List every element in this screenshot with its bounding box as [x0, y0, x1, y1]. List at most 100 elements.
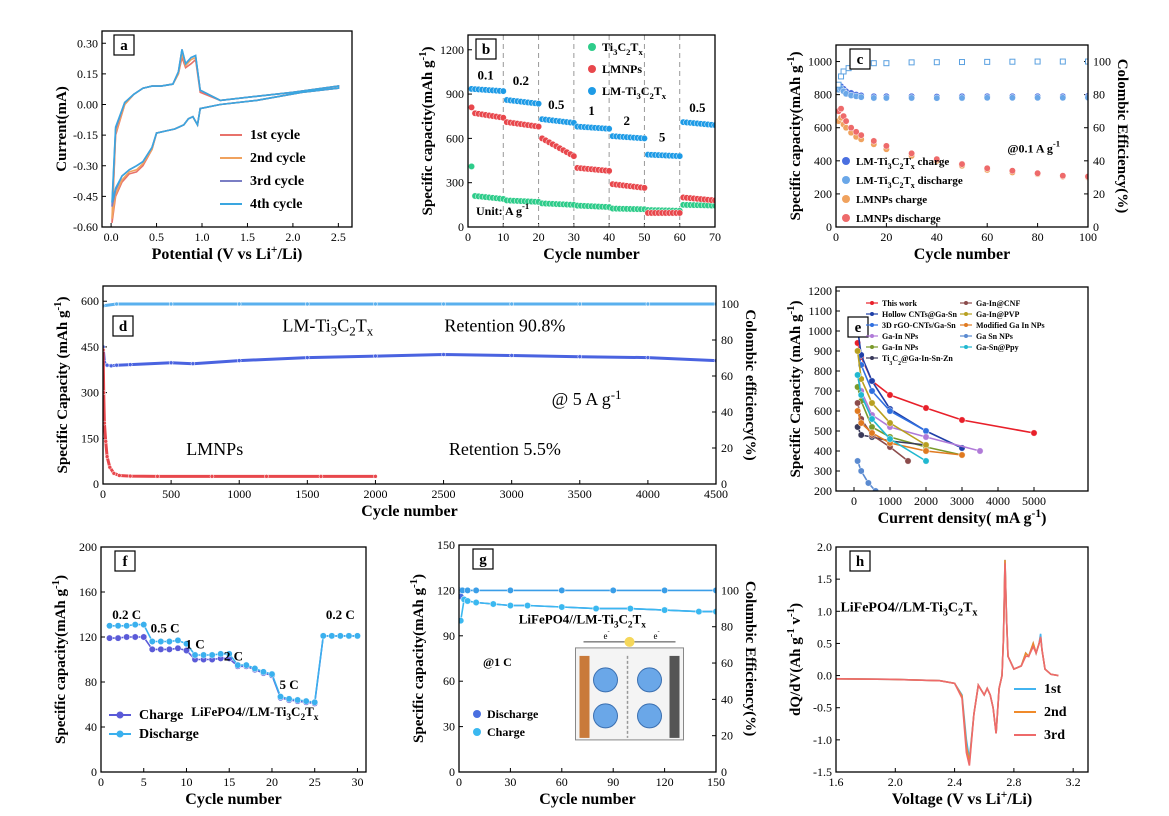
panel-a: 0.0 0.5 1.0 1.5 2.0 2.5 -0.60 -0.45 -0.30 -0.15 0.… — [54, 30, 353, 263]
x-tick-label: 2000 — [363, 487, 387, 501]
x-tick-label: 3500 — [568, 487, 592, 501]
data-point — [114, 622, 122, 630]
x-tick-label: 4000 — [636, 487, 660, 501]
x-tick-label: 10 — [497, 230, 509, 244]
rate-label: 0.2 C — [326, 607, 355, 622]
data-point — [1008, 167, 1016, 175]
data-point — [319, 632, 327, 640]
panel-c: 0 20 40 60 80 1000200400600800100002040608010… — [785, 44, 1130, 263]
rate-label: 0.5 — [548, 97, 565, 112]
y2-tick-label: 20 — [1093, 187, 1105, 201]
series-ti3c2tx — [468, 162, 715, 215]
plot-area — [836, 559, 1059, 766]
data-point — [645, 301, 651, 307]
y-tick-label: -1.5 — [813, 765, 832, 779]
series-line — [103, 302, 716, 308]
data-point — [373, 301, 378, 307]
data-point — [464, 597, 472, 605]
data-point — [506, 602, 514, 609]
data-point — [111, 471, 117, 476]
panel-label: c — [857, 52, 864, 68]
plot-area — [468, 35, 715, 227]
legend-label: 3rd — [1044, 728, 1065, 743]
legend-label: 2nd — [1044, 705, 1067, 720]
data-point — [933, 94, 941, 102]
data-point — [259, 668, 267, 676]
x-axis-title: Cycle number — [185, 791, 281, 808]
y-tick-label: 90 — [443, 629, 455, 643]
x-tick-label: 1000 — [227, 487, 251, 501]
data-point — [908, 59, 915, 66]
plot-area — [854, 325, 1038, 491]
data-point — [524, 602, 531, 609]
series-lmnps — [468, 103, 715, 217]
lightbulb-icon — [624, 636, 635, 647]
y-tick-label: 300 — [814, 464, 832, 478]
x-axis-title: Cycle number — [361, 503, 457, 520]
x-tick-label: 50 — [638, 230, 650, 244]
data-point — [165, 638, 173, 645]
data-point — [168, 360, 174, 366]
data-point — [277, 693, 284, 701]
cell-note: LiFePO4//LM-Ti3C2Tx​ — [519, 612, 647, 631]
y-tick-label: 150 — [437, 538, 455, 552]
data-point — [882, 142, 890, 150]
plot-frame — [835, 546, 1089, 773]
y2-tick-label: 0 — [721, 477, 727, 491]
y-tick-label: -0.45 — [73, 189, 98, 203]
x-tick-label: 0.5 — [149, 230, 164, 244]
y-tick-label: 150 — [81, 431, 99, 445]
x-tick-label: 3000 — [950, 494, 974, 508]
data-point — [886, 419, 894, 427]
x-axis-title: Potential (V vs Li+/Li) — [152, 244, 303, 263]
data-point — [208, 651, 216, 659]
series-2nd — [836, 559, 1059, 763]
y2-tick-label: 60 — [721, 369, 733, 383]
data-point — [857, 93, 865, 101]
y2-axis-title: Colombic Efficiency(%) — [1114, 59, 1130, 214]
data-point — [472, 586, 480, 594]
data-point — [1085, 58, 1088, 65]
data-point — [168, 301, 174, 307]
data-point — [570, 152, 578, 160]
legend-label: LMNPs — [602, 62, 642, 76]
y-tick-label: 600 — [81, 294, 99, 308]
x-tick-label: 0 — [833, 230, 839, 244]
y-axis-title: dQ/dV(Ah g-1 v-1) — [785, 603, 804, 716]
data-point — [933, 59, 940, 66]
y-tick-label: 1.5 — [817, 572, 832, 586]
data-point — [373, 353, 378, 359]
data-point — [114, 301, 119, 307]
y-tick-label: 30 — [443, 720, 455, 734]
legend-label: Hollow CNTs@Ga-Sn — [882, 310, 957, 319]
x-tick-label: 20 — [266, 775, 278, 789]
data-point — [294, 696, 302, 704]
panel-g: 0 30 60 90 120 1500306090120150020406080100Cy… — [408, 538, 758, 808]
y-tick-label: 120 — [437, 583, 455, 597]
data-point — [468, 103, 475, 111]
y-tick-label: 800 — [814, 364, 832, 378]
legend-marker — [588, 87, 596, 95]
data-point — [854, 407, 862, 415]
y-tick-label: -1.0 — [813, 733, 832, 747]
series-line — [111, 49, 340, 203]
x-tick-label: 3.2 — [1066, 775, 1081, 789]
legend-label: 3D rGO-CNTs/Ga-Sn — [882, 321, 956, 330]
data-point — [840, 68, 847, 75]
data-point — [870, 94, 878, 102]
data-point — [1008, 94, 1016, 102]
series-2nd-cycle — [111, 53, 340, 219]
y-tick-label: 450 — [81, 340, 99, 354]
legend-label: Ga-In@PVP — [976, 310, 1020, 319]
plot-area — [459, 586, 716, 625]
legend-marker — [842, 157, 850, 165]
data-point — [305, 301, 310, 307]
annotation: Retention 90.8% — [444, 316, 565, 336]
legend-label: LMNPs charge — [856, 194, 927, 206]
y2-tick-label: 0 — [721, 765, 727, 779]
rate-label: 0.1 — [478, 67, 494, 82]
data-point — [191, 651, 199, 659]
data-point — [558, 603, 566, 611]
data-point — [1059, 58, 1066, 65]
